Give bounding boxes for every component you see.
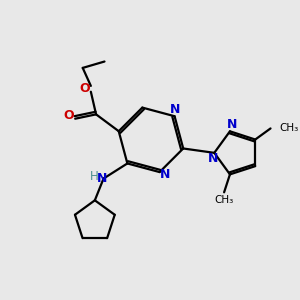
Text: CH₃: CH₃ [214, 195, 234, 205]
Text: CH₃: CH₃ [279, 123, 298, 134]
Text: N: N [160, 169, 170, 182]
Text: N: N [227, 118, 237, 131]
Text: H: H [90, 170, 99, 183]
Text: N: N [208, 152, 218, 165]
Text: O: O [64, 109, 74, 122]
Text: N: N [169, 103, 180, 116]
Text: O: O [79, 82, 90, 95]
Text: N: N [97, 172, 107, 185]
